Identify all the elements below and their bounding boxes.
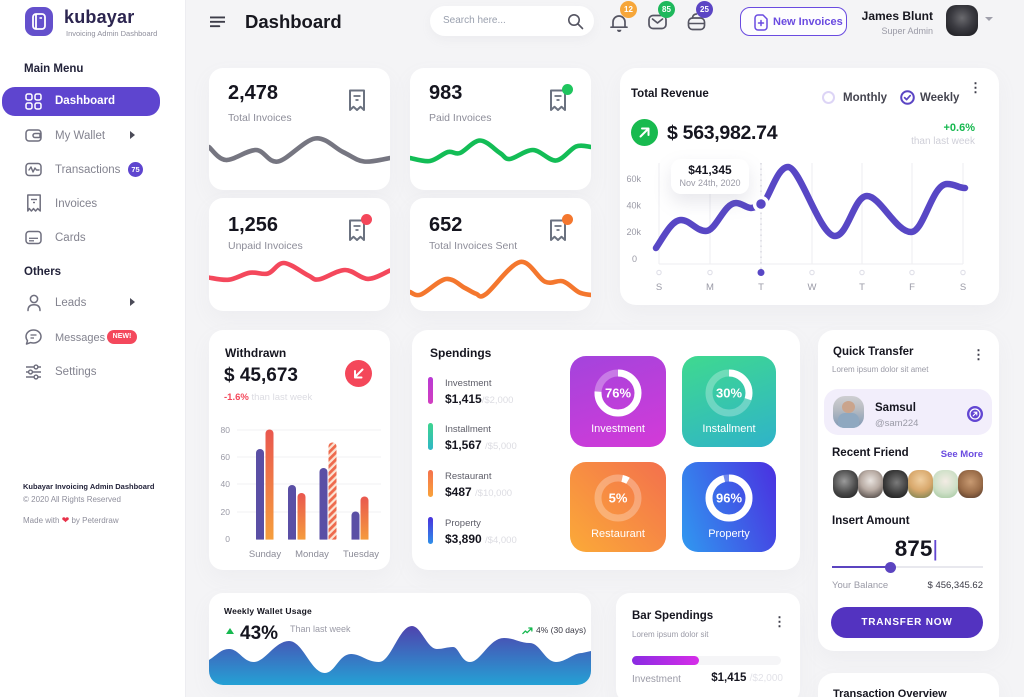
svg-text:30%: 30% <box>716 386 742 401</box>
svg-text:40k: 40k <box>626 201 641 211</box>
svg-text:96%: 96% <box>716 491 742 506</box>
svg-text:40: 40 <box>221 479 231 489</box>
svg-text:Sunday: Sunday <box>249 549 281 560</box>
svg-text:T: T <box>859 282 865 293</box>
svg-text:0: 0 <box>225 534 230 544</box>
svg-text:Tuesday: Tuesday <box>343 549 379 560</box>
svg-text:80: 80 <box>221 425 231 435</box>
svg-text:Monday: Monday <box>295 549 329 560</box>
svg-text:60: 60 <box>221 452 231 462</box>
svg-text:S: S <box>960 282 966 293</box>
svg-text:20: 20 <box>221 507 231 517</box>
svg-text:0: 0 <box>632 254 637 264</box>
svg-text:5%: 5% <box>609 491 628 506</box>
svg-text:F: F <box>909 282 915 293</box>
svg-text:T: T <box>758 282 764 293</box>
svg-text:60k: 60k <box>626 174 641 184</box>
svg-text:76%: 76% <box>605 386 631 401</box>
svg-text:20k: 20k <box>626 227 641 237</box>
svg-text:M: M <box>706 282 714 293</box>
svg-text:S: S <box>656 282 662 293</box>
svg-text:W: W <box>808 282 817 293</box>
